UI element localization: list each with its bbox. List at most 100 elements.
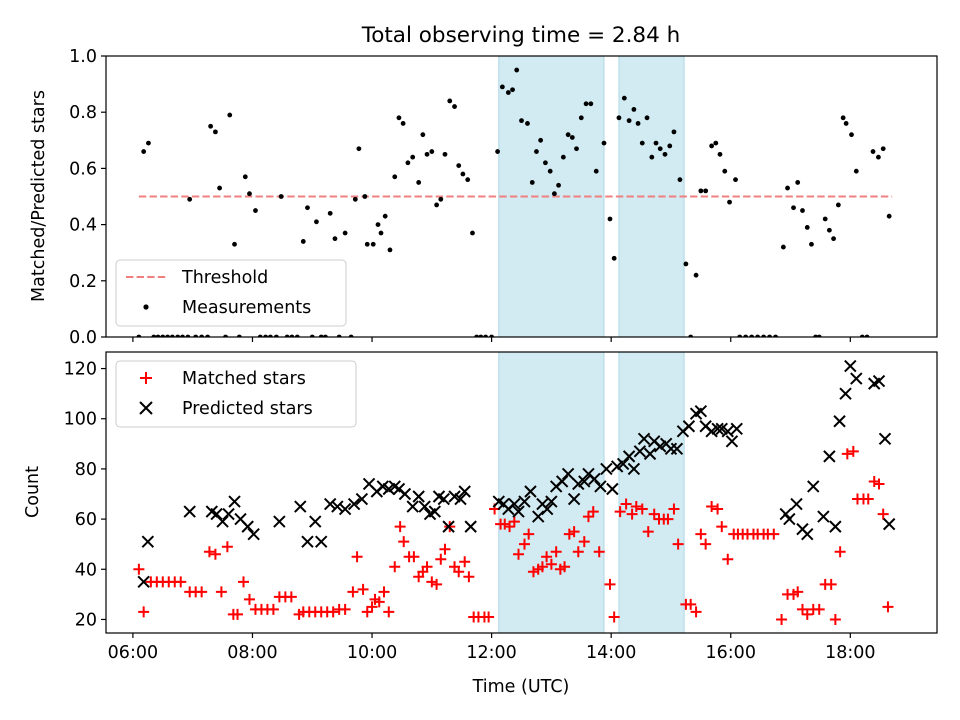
matched-stars-point-107 — [706, 501, 718, 513]
measurements-point-16 — [213, 129, 218, 135]
predicted-stars-point-9 — [241, 520, 254, 533]
matched-stars-point-101 — [672, 538, 684, 550]
legend-label-predicted-stars: Predicted stars — [182, 399, 313, 419]
measurements-point-65 — [447, 98, 453, 104]
matched-stars-point-80 — [559, 561, 571, 573]
matched-stars-point-59 — [459, 556, 471, 568]
measurements-point-114 — [683, 261, 689, 267]
measurements-point-69 — [465, 177, 471, 183]
predicted-stars-point-17 — [331, 500, 344, 513]
measurements-point-134 — [791, 205, 796, 211]
measurements-point-55 — [400, 121, 406, 126]
measurements-point-105 — [639, 140, 645, 146]
measurements-point-135 — [795, 180, 801, 185]
legend-swatch-predicted-stars — [139, 401, 153, 415]
predicted-stars-point-46 — [524, 485, 537, 498]
matched-stars-point-52 — [426, 576, 438, 588]
predicted-stars-point-37 — [454, 492, 467, 506]
predicted-stars-point-77 — [694, 405, 708, 418]
matched-stars-point-34 — [339, 603, 351, 615]
matched-stars-point-11 — [203, 546, 215, 558]
predicted-stars-point-82 — [721, 425, 734, 438]
predicted-stars-point-83 — [725, 435, 739, 448]
predicted-stars-point-20 — [355, 492, 369, 506]
predicted-stars-point-45 — [518, 495, 531, 508]
measurements-point-143 — [831, 236, 836, 242]
predicted-stars-point-101 — [882, 517, 896, 531]
measurements-point-59 — [420, 132, 426, 138]
matched-stars-point-38 — [361, 606, 373, 618]
predicted-stars-point-13 — [301, 535, 314, 548]
predicted-stars-point-67 — [637, 432, 651, 446]
matched-stars-point-16 — [232, 608, 244, 620]
measurements-point-61 — [429, 149, 435, 154]
measurements-point-142 — [826, 227, 832, 233]
matched-stars-point-55 — [439, 543, 451, 555]
measurements-point-153 — [880, 146, 886, 152]
predicted-stars-point-63 — [616, 457, 630, 471]
predicted-stars-point-1 — [141, 535, 155, 548]
matched-stars-point-140 — [882, 601, 894, 613]
measurements-point-98 — [607, 216, 613, 222]
matched-stars-point-130 — [829, 613, 841, 625]
matched-stars-point-60 — [463, 571, 475, 583]
measurements-point-151 — [870, 149, 876, 154]
predicted-stars-point-32 — [428, 505, 442, 518]
y-tick-label: 1.0 — [69, 47, 97, 67]
predicted-stars-point-27 — [398, 487, 412, 501]
matched-stars-point-127 — [813, 603, 825, 615]
measurements-point-15 — [208, 123, 214, 129]
matched-stars-point-48 — [408, 551, 420, 563]
measurements-point-52 — [387, 247, 393, 253]
measurements-point-97 — [601, 140, 607, 146]
predicted-stars-point-52 — [555, 475, 569, 488]
measurements-point-67 — [456, 163, 462, 168]
matched-stars-point-46 — [398, 536, 410, 548]
matched-stars-point-14 — [221, 541, 233, 553]
measurements-point-136 — [800, 208, 805, 213]
measurements-point-83 — [534, 149, 539, 154]
matched-stars-point-100 — [668, 503, 680, 515]
measurements-point-22 — [242, 174, 248, 180]
matched-stars-point-68 — [504, 521, 516, 533]
matched-stars-point-104 — [690, 606, 702, 618]
measurements-point-66 — [452, 104, 457, 109]
predicted-stars-point-30 — [418, 500, 431, 513]
measurements-point-91 — [569, 135, 575, 140]
y-tick-label: 0.4 — [69, 216, 97, 236]
predicted-stars-point-7 — [228, 495, 241, 508]
matched-stars-point-90 — [614, 506, 626, 518]
measurements-point-84 — [538, 137, 544, 143]
legend-label-threshold: Threshold — [181, 268, 268, 288]
predicted-stars-point-84 — [730, 422, 743, 435]
predicted-stars-point-99 — [872, 374, 886, 388]
y-tick-label: 120 — [64, 360, 97, 380]
y-tick-label: 100 — [64, 410, 97, 430]
predicted-stars-point-93 — [829, 520, 842, 533]
predicted-stars-point-11 — [273, 515, 286, 528]
measurements-point-36 — [314, 219, 319, 225]
measurements-point-64 — [442, 151, 448, 157]
matched-stars-point-124 — [796, 603, 808, 615]
matched-stars-point-71 — [518, 538, 530, 550]
matched-stars-point-120 — [776, 613, 788, 625]
measurements-point-123 — [727, 199, 732, 205]
measurements-point-110 — [662, 151, 668, 157]
measurements-point-146 — [843, 121, 849, 126]
measurements-point-93 — [578, 115, 584, 121]
measurements-point-51 — [382, 213, 388, 219]
measurements-point-23 — [247, 191, 252, 197]
matched-stars-point-69 — [508, 516, 520, 528]
matched-stars-point-12 — [209, 548, 221, 560]
measurements-point-94 — [583, 101, 589, 107]
matched-stars-point-35 — [347, 586, 359, 598]
measurements-point-44 — [352, 196, 358, 202]
predicted-stars-point-5 — [216, 515, 229, 528]
measurements-point-89 — [560, 154, 566, 160]
predicted-stars-point-0 — [137, 575, 150, 589]
measurements-point-99 — [611, 255, 617, 261]
measurements-point-80 — [519, 118, 524, 124]
matched-stars-point-85 — [582, 511, 594, 523]
matched-stars-point-92 — [626, 508, 638, 520]
measurements-point-1 — [141, 149, 147, 154]
